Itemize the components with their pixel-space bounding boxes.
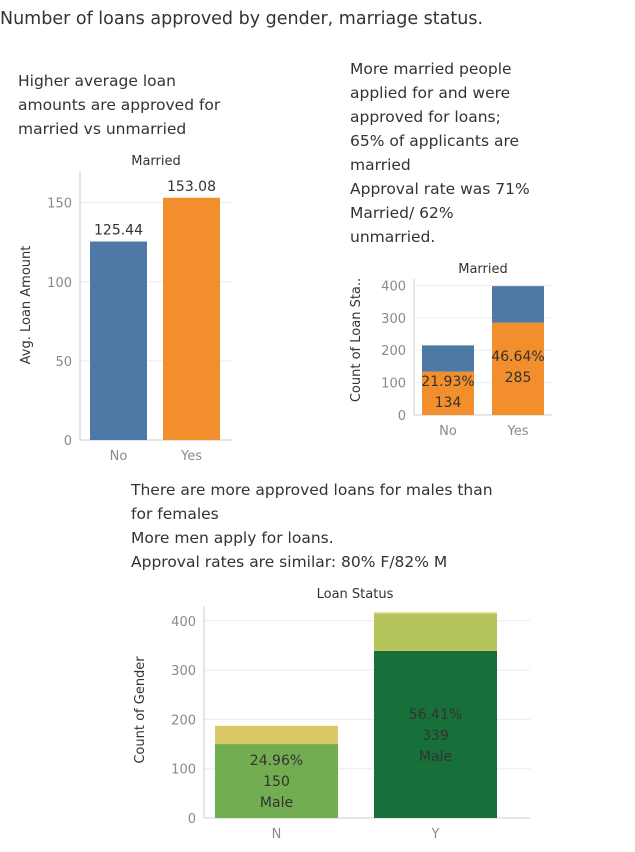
bar-no xyxy=(90,241,147,440)
bar-segment xyxy=(422,371,474,415)
y-tick-label: 150 xyxy=(47,197,72,212)
note-line: Approval rate was 71% xyxy=(350,180,530,198)
y-tick-label: 0 xyxy=(64,434,72,449)
x-tick-label: Yes xyxy=(180,449,202,464)
note-line: 65% of applicants are xyxy=(350,132,520,150)
chart-count-loan-status-by-married: Married 0 100 200 300 400 Count of Loan Sta.. 2… xyxy=(349,262,552,439)
bar-segment xyxy=(422,345,474,372)
note-line: There are more approved loans for males … xyxy=(131,481,493,499)
x-tick-label: Y xyxy=(431,827,440,842)
note-line: amounts are approved for xyxy=(18,96,221,114)
y-axis-label: Count of Loan Sta.. xyxy=(349,278,364,402)
note-line: unmarried. xyxy=(350,228,436,246)
x-tick-label: Yes xyxy=(507,424,529,439)
x-tick-label: No xyxy=(110,449,128,464)
y-tick-label: 400 xyxy=(171,615,196,630)
note-right: More married people applied for and were a… xyxy=(350,57,530,249)
x-tick-label: N xyxy=(272,827,282,842)
bar-segment xyxy=(492,286,544,323)
y-tick-label: 100 xyxy=(381,377,406,392)
y-tick-label: 50 xyxy=(55,355,72,370)
bar-segment-label: 285 xyxy=(505,370,532,386)
bar-segment-label: 134 xyxy=(435,395,462,411)
bar-yes xyxy=(163,197,220,440)
note-left: Higher average loan amounts are approved … xyxy=(18,69,220,141)
bar-segment-label: 46.64% xyxy=(491,349,544,365)
y-tick-label: 0 xyxy=(398,409,406,424)
chart-count-gender-by-loan-status: Loan Status 0 100 200 300 400 Count of Gender 2… xyxy=(133,587,530,842)
y-tick-label: 100 xyxy=(47,276,72,291)
bar-value-label: 125.44 xyxy=(94,223,143,239)
note-line: More men apply for loans. xyxy=(131,529,334,547)
bar-segment xyxy=(215,725,338,745)
y-tick-label: 100 xyxy=(171,763,196,778)
bar-segment-label: 24.96% xyxy=(250,753,303,769)
y-tick-label: 400 xyxy=(381,279,406,294)
page-title: Number of loans approved by gender, marr… xyxy=(0,9,484,29)
bar-segment-label: 339 xyxy=(422,728,449,744)
note-line: for females xyxy=(131,505,219,523)
note-line: Approval rates are similar: 80% F/82% M xyxy=(131,553,448,571)
note-bottom: There are more approved loans for males … xyxy=(131,478,493,574)
y-axis-label: Avg. Loan Amount xyxy=(19,246,34,365)
y-axis-label: Count of Gender xyxy=(133,656,148,764)
note-line: Married/ 62% xyxy=(350,204,454,222)
bar-segment xyxy=(374,650,497,818)
chart-header: Married xyxy=(458,262,508,277)
y-tick-label: 0 xyxy=(188,812,196,827)
y-tick-label: 200 xyxy=(171,713,196,728)
x-tick-label: No xyxy=(439,424,457,439)
bar-segment-label: Male xyxy=(419,749,452,765)
chart-header: Loan Status xyxy=(317,587,394,602)
note-line: Higher average loan xyxy=(18,72,176,90)
note-line: More married people xyxy=(350,60,512,78)
bar-value-label: 153.08 xyxy=(167,179,216,195)
note-line: applied for and were xyxy=(350,84,511,102)
bar-segment-label: 56.41% xyxy=(409,707,462,723)
bar-segment-label: Male xyxy=(260,795,293,811)
note-line: approved for loans; xyxy=(350,108,501,126)
chart-avg-loan-amount: Married 0 50 100 150 Avg. Loan Amount 125.44 No… xyxy=(19,154,232,464)
bar-segment xyxy=(374,613,497,651)
y-tick-label: 200 xyxy=(381,344,406,359)
y-tick-label: 300 xyxy=(381,312,406,327)
bar-segment-label: 21.93% xyxy=(421,374,474,390)
note-line: married xyxy=(350,156,411,174)
bar-segment-label: 150 xyxy=(263,774,290,790)
chart-header: Married xyxy=(131,154,181,169)
bar-segment xyxy=(215,744,338,818)
note-line: married vs unmarried xyxy=(18,120,187,138)
y-tick-label: 300 xyxy=(171,664,196,679)
bar-segment xyxy=(374,612,497,614)
bar-segment xyxy=(492,322,544,415)
